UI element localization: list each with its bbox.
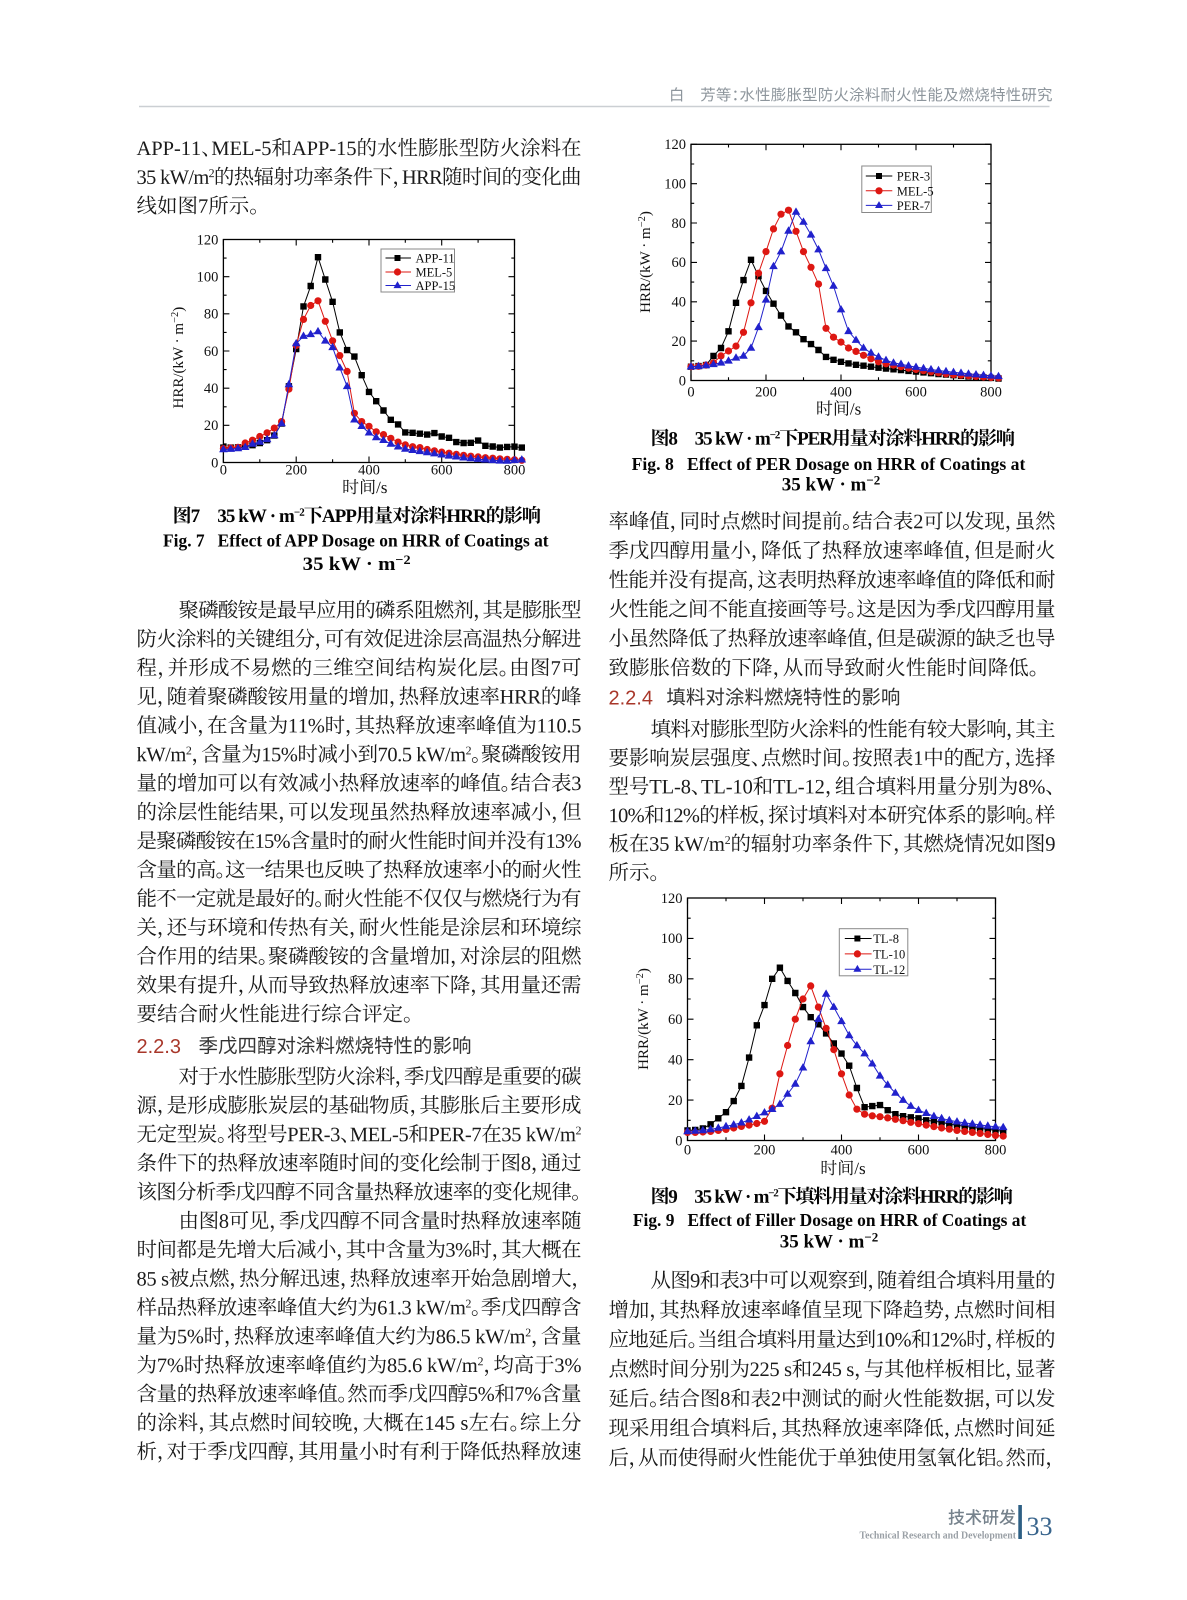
svg-text:60: 60 [672, 255, 687, 271]
svg-text:0: 0 [687, 385, 694, 401]
svg-text:Fig. 9 Effect of Filler Dosa: Fig. 9 Effect of Filler Dosage on HRR of… [633, 1210, 1026, 1230]
svg-text:400: 400 [358, 463, 380, 479]
svg-text:800: 800 [985, 1143, 1007, 1159]
svg-text:20: 20 [204, 418, 219, 434]
svg-text:400: 400 [830, 385, 852, 401]
svg-text:80: 80 [672, 216, 687, 232]
svg-text:60: 60 [668, 1012, 683, 1028]
svg-text:Technical Research and Develop: Technical Research and Development [860, 1531, 1017, 1542]
svg-text:40: 40 [668, 1053, 683, 1069]
svg-text:200: 200 [755, 385, 777, 401]
svg-text:Fig. 7 Effect of APP Dosage: Fig. 7 Effect of APP Dosage on HRR of Co… [163, 531, 549, 551]
svg-text:MEL-5: MEL-5 [416, 266, 453, 280]
svg-text:PER-7: PER-7 [897, 199, 930, 213]
svg-text:0: 0 [220, 463, 227, 479]
svg-text:0: 0 [211, 455, 218, 471]
svg-text:200: 200 [285, 463, 307, 479]
svg-text:TL-12: TL-12 [873, 963, 905, 977]
svg-text:0: 0 [675, 1133, 682, 1149]
svg-text:200: 200 [754, 1143, 776, 1159]
svg-text:80: 80 [668, 972, 683, 988]
svg-text:600: 600 [905, 385, 927, 401]
svg-text:TL-10: TL-10 [873, 948, 905, 962]
svg-text:33: 33 [1027, 1512, 1053, 1541]
svg-text:35 kW · m−2: 35 kW · m−2 [780, 1229, 879, 1252]
svg-text:20: 20 [668, 1093, 683, 1109]
svg-text:Fig. 8 Effect of PER Dosage: Fig. 8 Effect of PER Dosage on HRR of Co… [632, 454, 1026, 474]
svg-text:600: 600 [431, 463, 453, 479]
svg-text:APP-11: APP-11 [416, 252, 455, 266]
svg-text:120: 120 [197, 232, 219, 248]
svg-text:600: 600 [908, 1143, 930, 1159]
svg-text:100: 100 [661, 931, 683, 947]
svg-text:40: 40 [672, 295, 687, 311]
svg-text:800: 800 [504, 463, 526, 479]
svg-text:800: 800 [980, 385, 1002, 401]
svg-text:0: 0 [679, 373, 686, 389]
svg-text:120: 120 [661, 891, 683, 907]
svg-text:APP-15: APP-15 [416, 279, 456, 293]
svg-text:HRR/(kW · m−2): HRR/(kW · m−2) [637, 211, 654, 313]
svg-text:35 kW · m−2: 35 kW · m−2 [303, 552, 411, 575]
svg-text:35 kW · m−2: 35 kW · m−2 [782, 473, 881, 496]
svg-text:80: 80 [204, 307, 219, 323]
svg-text:40: 40 [204, 381, 219, 397]
svg-text:HRR/(kW · m−2): HRR/(kW · m−2) [635, 968, 652, 1070]
svg-text:MEL-5: MEL-5 [897, 184, 934, 198]
svg-text:PER-3: PER-3 [897, 170, 930, 184]
svg-text:400: 400 [831, 1143, 853, 1159]
svg-text:0: 0 [684, 1143, 691, 1159]
svg-text:100: 100 [197, 270, 219, 286]
svg-text:TL-8: TL-8 [873, 932, 899, 946]
svg-text:HRR/(kW · m−2): HRR/(kW · m−2) [170, 307, 187, 409]
svg-text:100: 100 [664, 177, 686, 193]
svg-text:60: 60 [204, 344, 219, 360]
svg-text:20: 20 [672, 334, 687, 350]
svg-text:120: 120 [664, 137, 686, 153]
